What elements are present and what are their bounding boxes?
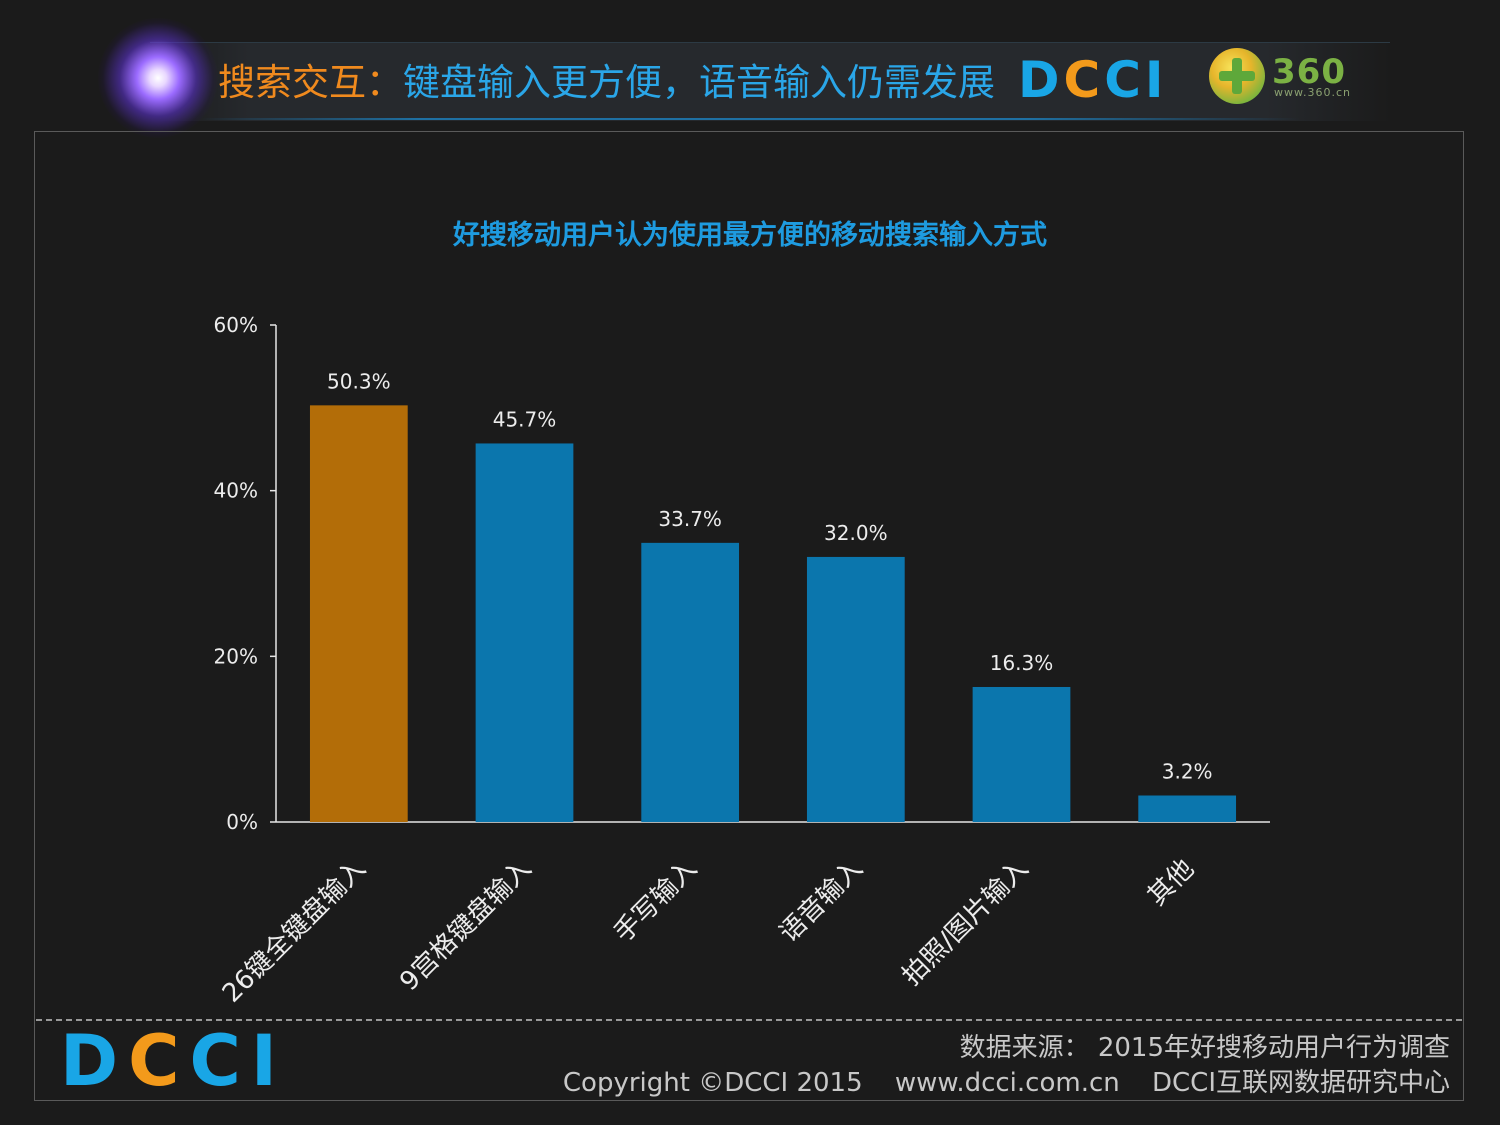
x-category-label: 9宫格键盘输入 [394,854,537,997]
x-category-label: 拍照/图片输入 [897,854,1035,992]
bar [1138,795,1237,822]
dcci-header-logo: DCCI [1018,52,1168,108]
dcci-logo-letter: C [1063,51,1105,109]
content-frame [34,131,1464,1101]
data-label: 3.2% [1162,759,1213,783]
page-title-prefix: 搜索交互： [218,61,403,104]
org-name: DCCI互联网数据研究中心 [1152,1068,1450,1098]
copyright-text: Copyright ©DCCI 2015 [562,1068,863,1098]
dcci-logo-letter: D [60,1020,129,1102]
data-label: 16.3% [990,651,1054,675]
y-tick-label: 60% [214,313,258,337]
data-label: 50.3% [327,369,391,393]
bar [309,405,408,822]
data-label: 33.7% [658,507,722,531]
x-category-label: 手写输入 [608,854,703,949]
dcci-logo-letter: I [250,1020,287,1102]
dcci-logo-letter: I [1144,51,1168,109]
y-tick-label: 40% [214,479,258,503]
footer-credits: Copyright ©DCCI 2015 www.dcci.com.cn DCC… [563,1062,1450,1099]
x-category-label: 26键全键盘输入 [217,854,372,1009]
starburst-icon [98,18,218,138]
data-label: 32.0% [824,521,888,545]
bar [641,542,740,822]
360-plus-icon [1219,71,1255,81]
data-label: 45.7% [493,407,557,431]
page-title-main: 键盘输入更方便，语音输入仍需发展 [403,61,995,104]
data-source: 数据来源： 2015年好搜移动用户行为调查 [959,1033,1450,1063]
bar [475,443,574,822]
y-tick-label: 0% [226,810,258,834]
website-link[interactable]: www.dcci.com.cn [894,1068,1120,1098]
dcci-logo-letter: C [1104,51,1145,109]
dcci-logo-letter: D [1018,51,1064,109]
dcci-logo-letter: C [189,1020,251,1102]
footer-divider [36,1019,1462,1021]
360-logo-text: 360 [1272,52,1346,92]
y-tick-label: 20% [214,644,258,668]
page-title: 搜索交互：键盘输入更方便，语音输入仍需发展 [218,58,995,108]
chart-title: 好搜移动用户认为使用最方便的移动搜索输入方式 [453,220,1047,251]
bar [806,556,905,822]
x-category-label: 语音输入 [774,854,869,949]
bar [972,686,1071,822]
360-logo-url: www.360.cn [1274,86,1351,99]
x-category-label: 其他 [1142,854,1200,912]
header-underline [200,118,1300,120]
dcci-footer-logo: DCCI [60,1026,287,1096]
dcci-logo-letter: C [128,1020,190,1102]
header-band [150,42,1390,121]
